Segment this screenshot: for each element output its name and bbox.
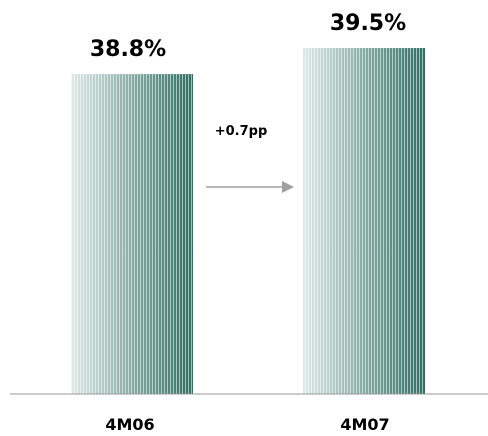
bar-stripes-4m06 bbox=[71, 74, 193, 394]
change-annotation: +0.7pp bbox=[215, 124, 268, 139]
value-label-4m06: 38.8% bbox=[90, 37, 166, 62]
category-labels-group: 4M06 4M07 bbox=[105, 415, 389, 434]
bars-group bbox=[71, 48, 425, 394]
category-label-4m06: 4M06 bbox=[105, 415, 154, 434]
category-label-4m07: 4M07 bbox=[340, 415, 389, 434]
bar-stripes-4m07 bbox=[303, 48, 425, 394]
value-label-4m07: 39.5% bbox=[330, 11, 406, 36]
value-labels-group: 38.8% 39.5% bbox=[90, 11, 406, 62]
